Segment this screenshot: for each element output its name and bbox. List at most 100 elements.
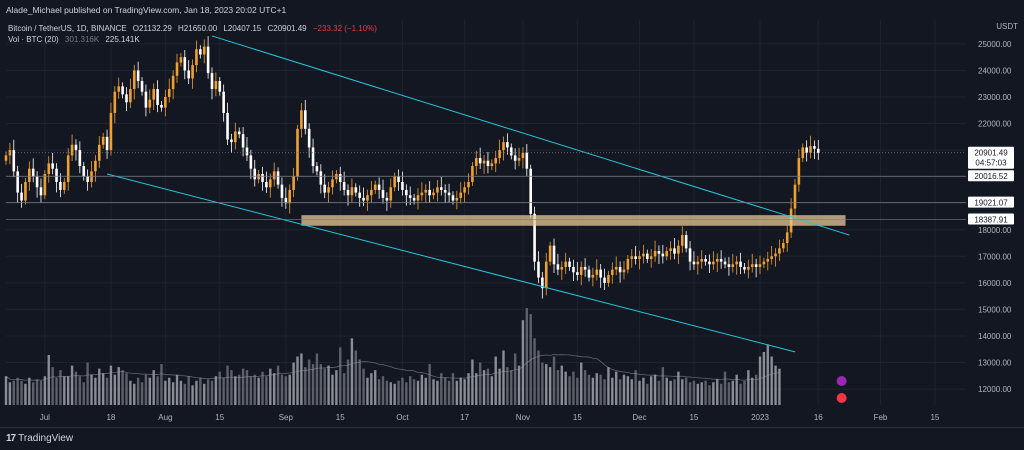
candle-body [719, 258, 723, 262]
candle-body [191, 65, 194, 79]
volume-bar [630, 379, 633, 405]
candle-body [451, 195, 455, 201]
currency-label: USDT [996, 22, 1018, 31]
candle-body [346, 189, 350, 196]
volume-bar [366, 377, 369, 405]
volume-bar [90, 374, 93, 405]
candle-body [370, 189, 373, 196]
price-label-box [968, 170, 1014, 182]
candle-body [459, 192, 463, 198]
candle-body [393, 176, 396, 188]
open-value: O21132.29 [132, 24, 172, 33]
volume-ma-line [5, 354, 780, 381]
candle-body [199, 49, 202, 55]
volume-bar [191, 385, 194, 405]
y-tick-label: 14000.00 [978, 332, 1012, 341]
candle-body [813, 146, 816, 149]
candle-body [583, 266, 587, 270]
candle-body [214, 81, 218, 90]
volume-bar [692, 380, 696, 405]
volume-bar [677, 371, 680, 405]
candle-body [731, 264, 735, 267]
volume-bar [133, 383, 136, 405]
volume-bar [319, 364, 323, 405]
candle-body [377, 184, 381, 190]
candle-body [665, 251, 669, 257]
volume-bar [486, 368, 490, 405]
volume-bar [739, 383, 742, 405]
volume-bar [272, 373, 276, 405]
candle-body [354, 187, 358, 193]
candle-body [288, 189, 292, 204]
candle-body [303, 110, 307, 129]
volume-bar [774, 365, 777, 405]
candle-body [366, 195, 369, 201]
candle-body [284, 197, 288, 204]
price-label: 18387.91 [974, 215, 1008, 224]
volume-bar [230, 370, 233, 405]
volume-bar [280, 374, 284, 405]
candle-body [572, 266, 575, 273]
x-tick-label: Aug [158, 413, 172, 422]
candle-body [443, 189, 447, 193]
candle-body [556, 264, 560, 270]
volume-bar [467, 373, 470, 405]
us-flag-icon [836, 393, 847, 403]
volume-label[interactable]: Vol · BTC (20) [8, 35, 59, 44]
candle-body [78, 150, 82, 167]
volume-bar [405, 382, 408, 405]
candle-body [793, 184, 797, 209]
candle-body [136, 70, 140, 82]
volume-bar [354, 350, 357, 405]
volume-bar [98, 368, 101, 405]
candle-body [576, 272, 579, 275]
volume-bar [152, 370, 155, 405]
volume-bar [615, 371, 618, 405]
volume-bar [587, 374, 591, 405]
volume-bar [428, 364, 431, 405]
candle-body [657, 251, 661, 254]
x-tick-label: Sep [279, 413, 294, 422]
volume-bar [494, 356, 497, 405]
volume-bar [16, 377, 19, 405]
candle-body [696, 261, 700, 265]
candle-body [747, 266, 750, 270]
candle-body [704, 258, 707, 262]
candle-body [649, 256, 653, 259]
candle-body [548, 245, 552, 262]
symbol-label[interactable]: Bitcoin / TetherUS, 1D, BINANCE [8, 24, 127, 33]
volume-bar [117, 367, 120, 405]
volume-bar [572, 371, 575, 405]
candle-body [405, 189, 408, 196]
volume-bar [743, 380, 746, 405]
candle-body [401, 181, 404, 190]
volume-bar [129, 380, 132, 405]
volume-bar [335, 370, 338, 405]
candle-body [39, 187, 43, 196]
candle-body [315, 166, 319, 172]
x-tick-label: 15 [930, 413, 939, 422]
tradingview-logo-icon: 17 [6, 433, 16, 444]
candle-body [645, 253, 649, 259]
candle-body [684, 235, 688, 249]
candle-body [758, 264, 762, 267]
candle-body [342, 181, 346, 190]
volume-bar [59, 370, 62, 405]
volume-bar [463, 379, 466, 405]
volume-bar [447, 380, 451, 405]
tradingview-logo[interactable]: 17 TradingView [6, 433, 73, 444]
volume-bar [754, 374, 758, 405]
volume-bar [673, 379, 676, 405]
volume-bar [218, 371, 221, 405]
candle-body [121, 86, 124, 95]
candle-body [599, 269, 602, 278]
candle-body [245, 147, 249, 156]
volume-bar [634, 370, 637, 405]
candle-body [373, 184, 377, 190]
candle-body [754, 264, 758, 267]
volume-bar [603, 379, 606, 405]
volume-bar [101, 373, 105, 405]
x-tick-label: 15 [573, 413, 582, 422]
candle-body [669, 248, 672, 251]
